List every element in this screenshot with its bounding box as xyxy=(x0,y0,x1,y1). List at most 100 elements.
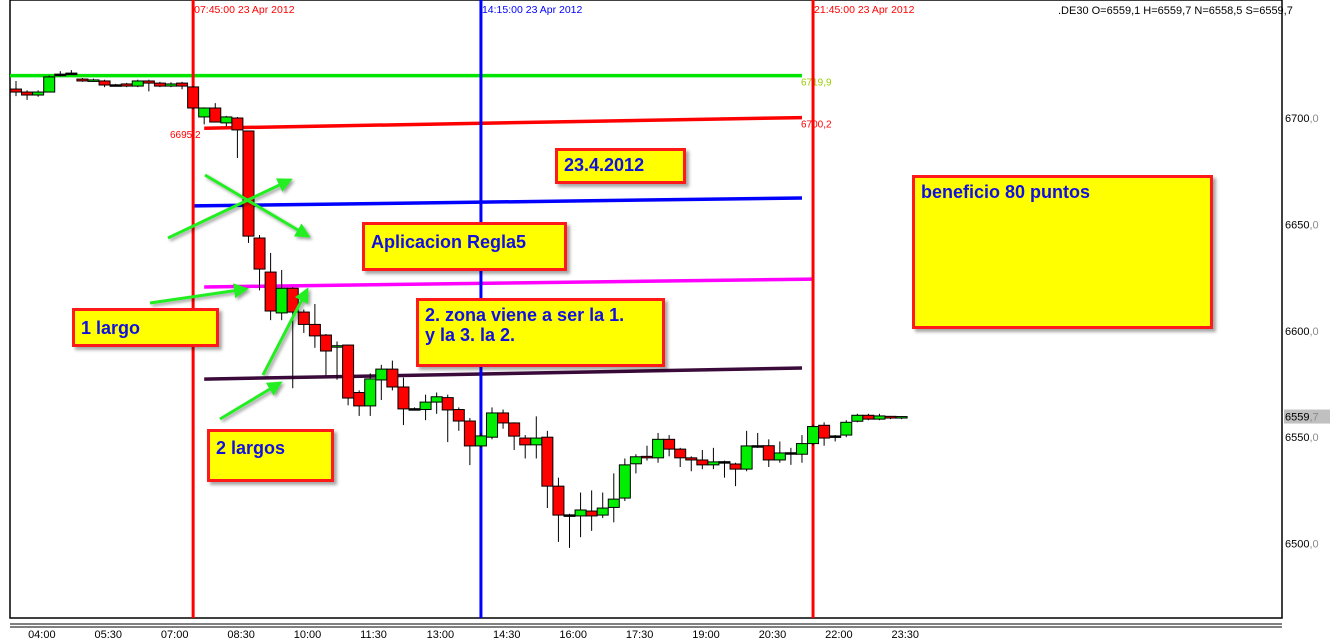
trend-line-blue xyxy=(193,196,802,208)
candle-body xyxy=(574,509,587,517)
candle-body xyxy=(198,107,211,118)
candle-body xyxy=(319,334,332,352)
candle-body xyxy=(308,323,321,337)
vertical-line-label: 07:45:00 23 Apr 2012 xyxy=(194,4,295,16)
x-tick-label: 10:00 xyxy=(294,629,322,641)
trend-line-end-label: 6700,2 xyxy=(801,120,832,131)
candle-body xyxy=(220,116,233,124)
trend-line-dark-purple xyxy=(204,366,803,381)
candle-body xyxy=(187,86,200,109)
candle-body xyxy=(209,107,222,123)
candle-body xyxy=(242,130,255,237)
candle-body xyxy=(707,461,720,466)
candle-body xyxy=(629,456,642,465)
candle-body xyxy=(773,452,786,461)
annotation-two-longs: 2 largos xyxy=(207,429,334,482)
x-tick-label: 16:00 xyxy=(559,629,587,641)
candle-body xyxy=(585,510,598,517)
arrow xyxy=(204,173,311,238)
candle-body xyxy=(21,91,34,96)
y-tick-label: 6500,0 xyxy=(1285,539,1319,551)
candle-body xyxy=(751,445,764,448)
candle-body xyxy=(43,76,56,93)
candles xyxy=(10,70,908,548)
annotation-profit: beneficio 80 puntos xyxy=(912,175,1213,329)
trend-line-red xyxy=(204,115,803,130)
candle-body xyxy=(685,457,698,461)
chart-frame xyxy=(9,0,1283,628)
candle-body xyxy=(862,414,875,420)
trend-line-start-label: 6695,2 xyxy=(170,130,201,141)
candle-body xyxy=(718,461,731,464)
candle-body xyxy=(32,91,45,96)
current-price-label: 6559,7 xyxy=(1285,412,1319,424)
y-tick-label: 6650,0 xyxy=(1285,219,1319,231)
candle-body xyxy=(497,412,510,424)
x-tick-label: 19:00 xyxy=(692,629,720,641)
candle-body xyxy=(142,80,155,84)
candle-body xyxy=(54,73,67,77)
candle-body xyxy=(829,435,842,438)
candle-body xyxy=(508,422,521,437)
arrow xyxy=(219,381,283,421)
x-tick-label: 11:30 xyxy=(360,629,387,641)
candle-body xyxy=(552,485,565,516)
candle-body xyxy=(441,397,454,411)
candle-body xyxy=(419,401,432,411)
trend-line-end-label: 6719,9 xyxy=(801,78,832,89)
candle-body xyxy=(640,455,653,459)
candle-body xyxy=(563,514,576,517)
x-tick-label: 05:30 xyxy=(94,629,122,641)
x-tick-label: 04:00 xyxy=(28,629,56,641)
candle-body xyxy=(729,463,742,470)
candle-body xyxy=(674,448,687,459)
candle-body xyxy=(176,82,189,87)
candle-body xyxy=(10,88,22,93)
x-tick-label: 07:00 xyxy=(161,629,189,641)
candle-body xyxy=(652,438,665,459)
candle-body xyxy=(807,426,820,445)
candle-body xyxy=(275,287,288,314)
x-tick-label: 23:30 xyxy=(892,629,920,641)
candle-body xyxy=(430,396,443,403)
candle-body xyxy=(109,84,122,87)
annotation-one-long: 1 largo xyxy=(72,308,219,347)
candle-body xyxy=(231,117,244,131)
candle-body xyxy=(98,80,111,86)
x-tick-label: 14:30 xyxy=(493,629,521,641)
candle-body xyxy=(452,409,465,422)
candle-body xyxy=(474,435,487,447)
candle-body xyxy=(740,445,753,470)
symbol-readout: .DE30 O=6559,1 H=6559,7 N=6558,5 S=6559,… xyxy=(1058,5,1293,17)
trend-line-magenta xyxy=(204,277,814,289)
candle-body xyxy=(618,464,631,499)
candle-body xyxy=(375,368,388,381)
candle-body xyxy=(253,237,266,270)
candle-body xyxy=(607,498,620,508)
y-tick-label: 6600,0 xyxy=(1285,326,1319,338)
arrow xyxy=(261,287,309,376)
candle-body xyxy=(408,408,421,411)
candle-body xyxy=(397,386,410,410)
x-tick-label: 17:30 xyxy=(626,629,654,641)
candle-body xyxy=(386,368,399,388)
vertical-line-label: 21:45:00 23 Apr 2012 xyxy=(814,4,915,16)
candle-body xyxy=(131,80,144,87)
candle-body xyxy=(463,420,476,447)
x-tick-label: 22:00 xyxy=(825,629,853,641)
current-price-marker xyxy=(1284,409,1330,424)
x-tick-label: 20:30 xyxy=(759,629,787,641)
y-tick-label: 6550,0 xyxy=(1285,432,1319,444)
vertical-line-label: 14:15:00 23 Apr 2012 xyxy=(482,4,583,16)
candle-body xyxy=(795,443,808,455)
x-tick-label: 13:00 xyxy=(427,629,455,641)
candle-body xyxy=(76,78,89,82)
candle-body xyxy=(153,82,166,87)
candle-body xyxy=(120,83,133,87)
annotation-arrows xyxy=(149,173,311,421)
candle-body xyxy=(364,378,377,407)
candle-body xyxy=(353,392,366,407)
candle-body xyxy=(818,424,831,439)
candle-body xyxy=(895,416,908,419)
